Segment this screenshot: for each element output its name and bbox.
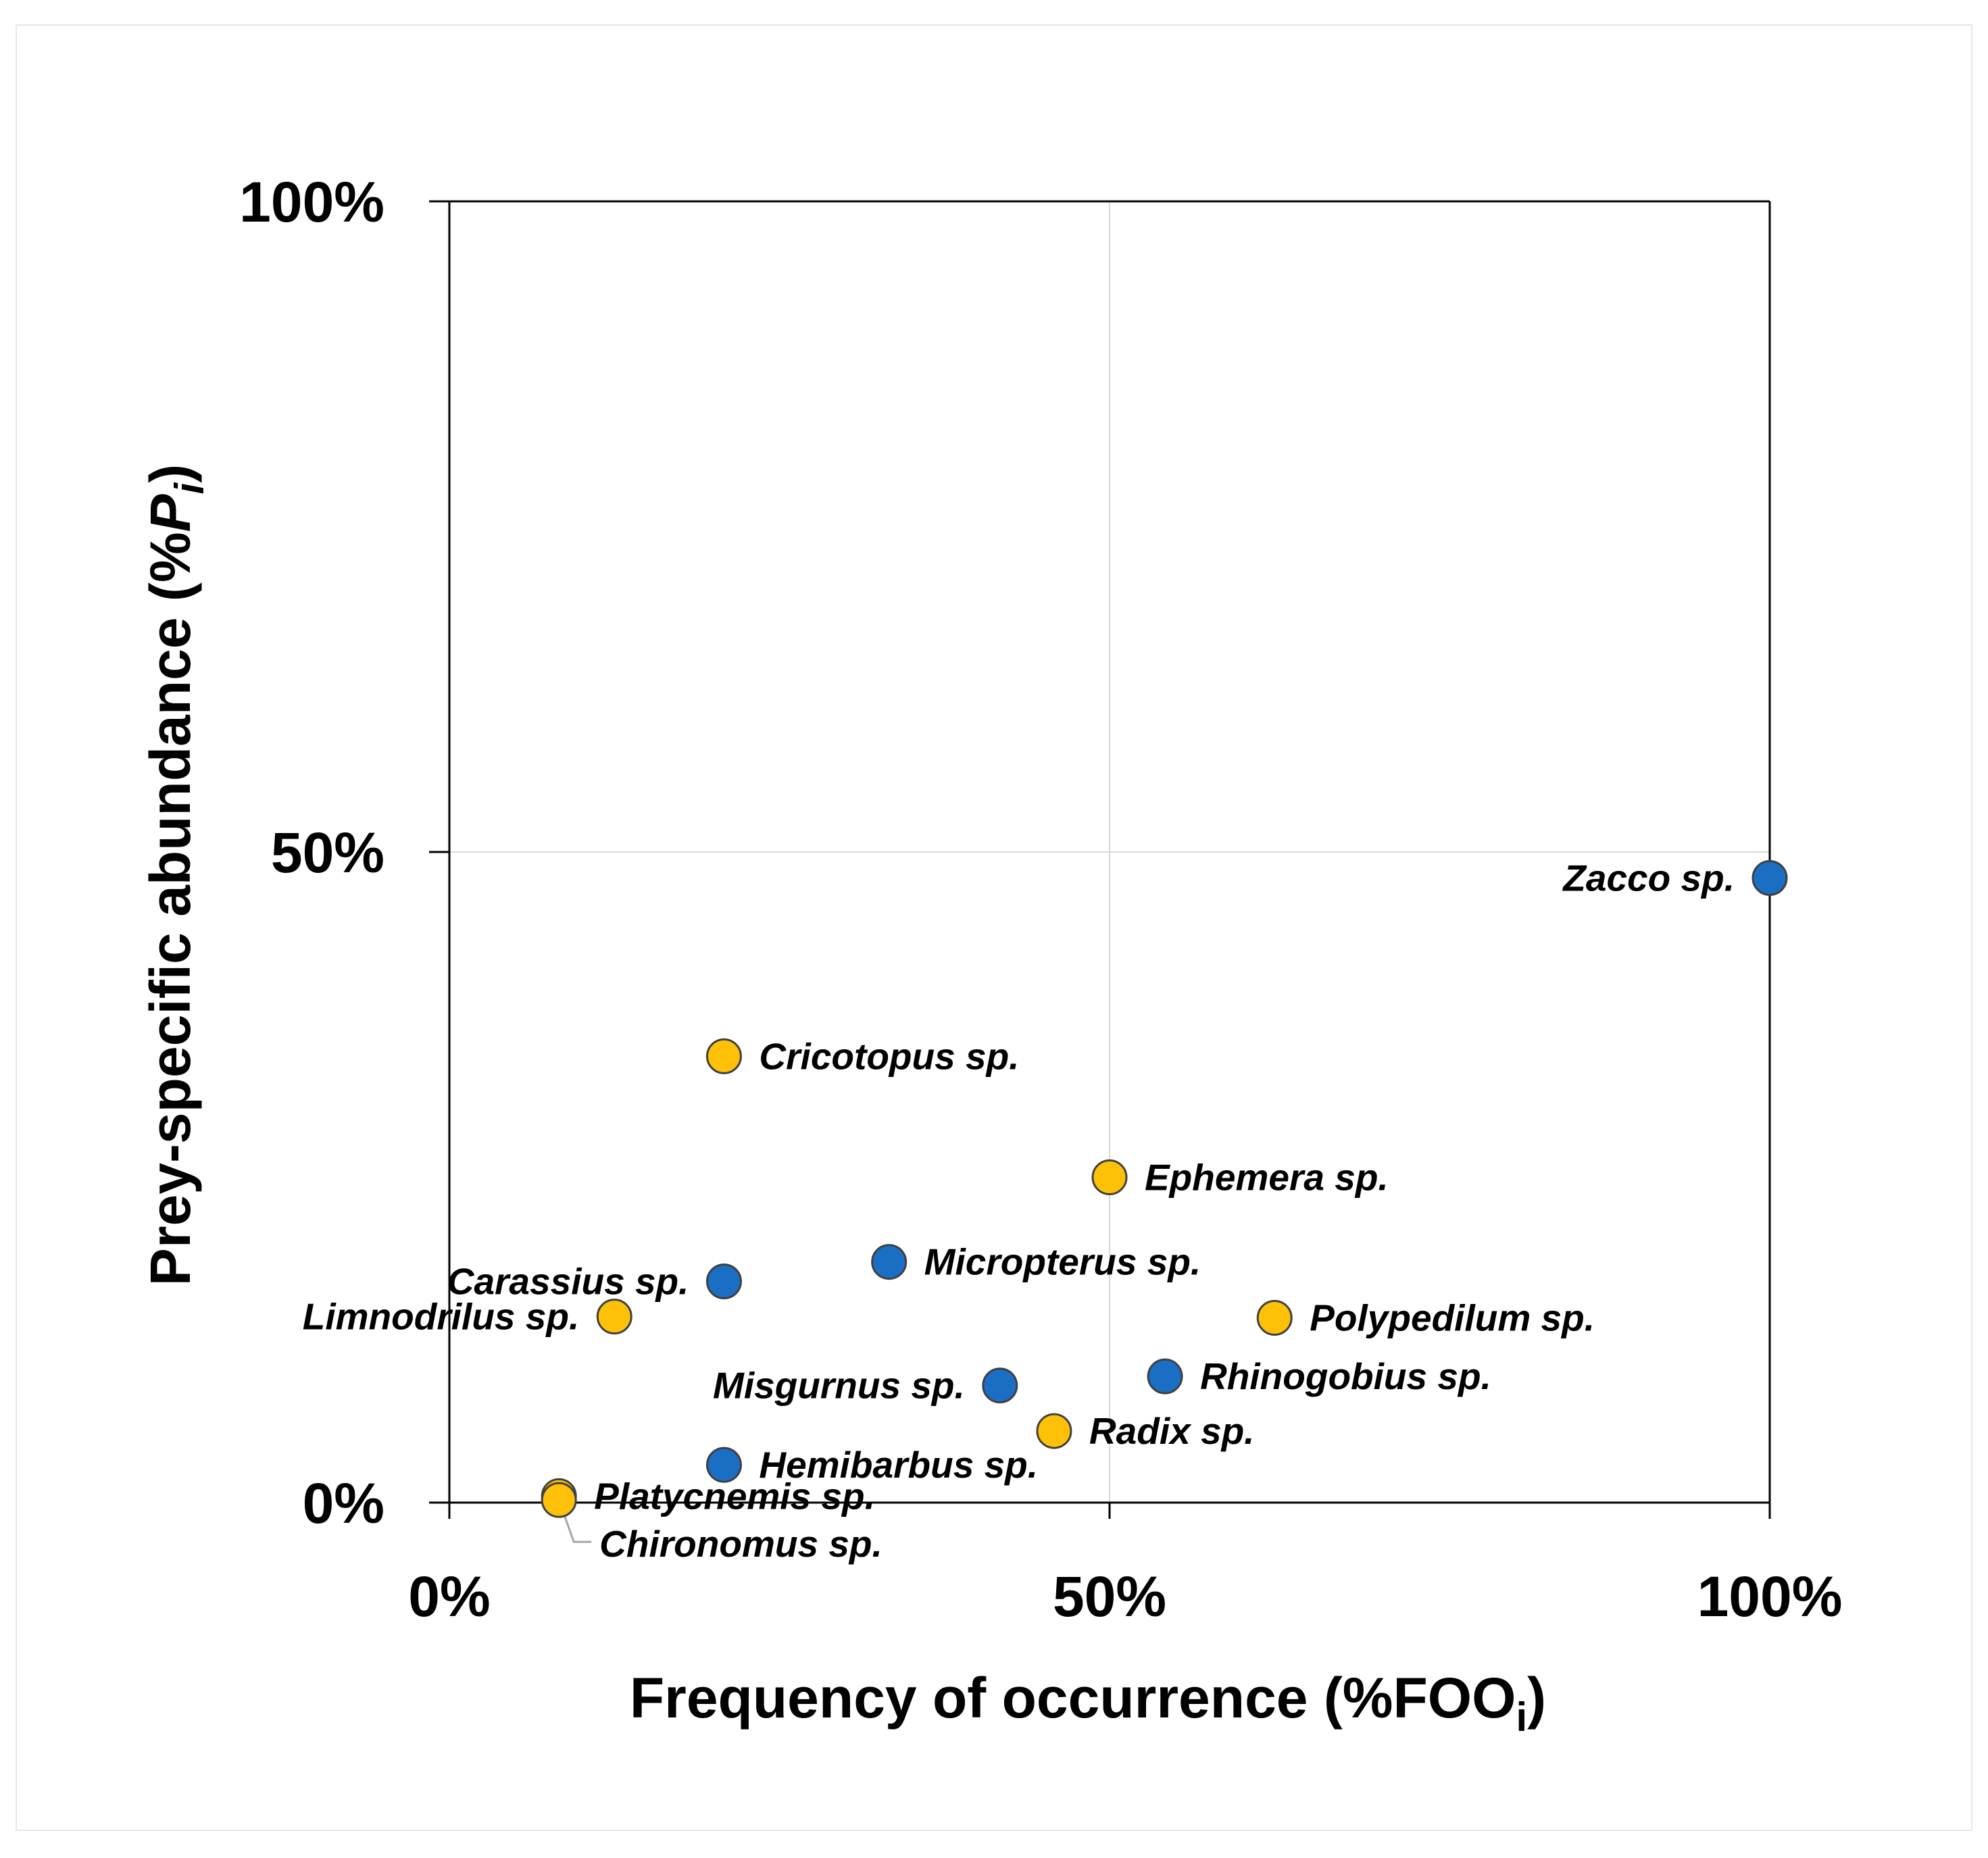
point-hemibarbus-sp [705,1447,742,1483]
point-polypedilum-sp [1256,1300,1293,1336]
grid-lines [449,201,1770,1503]
label-chironomus-sp: Chironomus sp. [599,1523,883,1565]
label-limnodrilus-sp: Limnodrilus sp. [303,1296,579,1338]
label-ephemera-sp: Ephemera sp. [1145,1157,1389,1199]
label-platycnemis-sp: Platycnemis sp. [594,1475,875,1517]
y-tick-label: 50% [271,821,384,884]
point-chironomus-sp [541,1482,577,1518]
data-points [541,860,1788,1518]
x-tick-label: 50% [1053,1565,1166,1628]
point-micropterus-sp [871,1244,908,1280]
label-cricotopus-sp: Cricotopus sp. [759,1035,1019,1077]
point-ephemera-sp [1091,1159,1128,1195]
point-radix-sp [1036,1413,1072,1449]
y-tick-label: 0% [303,1472,384,1535]
y-axis-title: Prey-specific abundance (%Pi) [139,464,212,1286]
point-misgurnus-sp [982,1367,1018,1404]
label-carassius-sp: Carassius sp. [447,1261,689,1303]
y-tick-label: 100% [239,170,384,234]
point-limnodrilus-sp [596,1299,632,1335]
label-polypedilum-sp: Polypedilum sp. [1310,1297,1595,1339]
point-zacco-sp [1751,860,1788,897]
label-hemibarbus-sp: Hemibarbus sp. [759,1444,1038,1486]
label-radix-sp: Radix sp. [1089,1410,1255,1452]
label-misgurnus-sp: Misgurnus sp. [713,1365,965,1407]
scatter-chart: 0% 50% 100% 0% 50% 100% Zacco sp. Micropterus … [139,170,1842,1740]
label-micropterus-sp: Micropterus sp. [924,1241,1201,1283]
x-axis-title: Frequency of occurrence (%FOOi) [630,1666,1546,1740]
tick-labels: 0% 50% 100% 0% 50% 100% [239,170,1842,1628]
label-zacco-sp: Zacco sp. [1562,857,1735,899]
chart-frame: 0% 50% 100% 0% 50% 100% Zacco sp. Micropterus … [16,24,1972,1831]
axes [429,200,1771,1519]
point-labels: Zacco sp. Micropterus sp. Carassius sp. Rhi… [303,857,1735,1565]
point-carassius-sp [705,1263,742,1300]
point-rhinogobius-sp [1147,1358,1183,1395]
point-cricotopus-sp [705,1038,742,1074]
x-tick-label: 100% [1697,1565,1843,1628]
label-rhinogobius-sp: Rhinogobius sp. [1200,1355,1491,1397]
x-tick-label: 0% [408,1565,490,1628]
